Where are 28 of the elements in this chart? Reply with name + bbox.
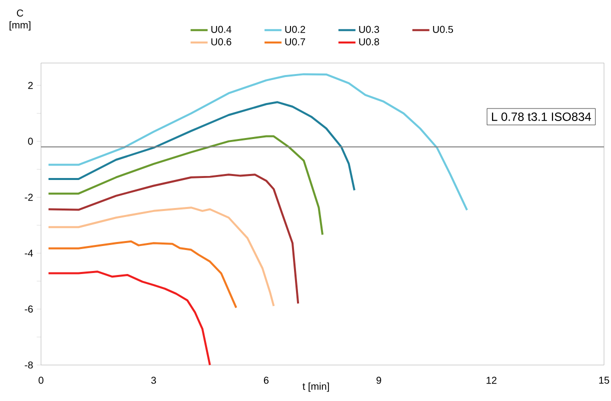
y-tick-label: -2 [24, 194, 33, 201]
line-series [48, 73, 468, 212]
line-series [48, 206, 275, 307]
x-tick-label: 12 [486, 376, 496, 384]
y-tick-label: -4 [24, 250, 33, 257]
y-tick-label: 2 [28, 82, 33, 89]
x-axis-title: t [min] [302, 382, 329, 392]
legend-label: U0.3 [359, 26, 380, 33]
x-tick-label: 15 [599, 376, 610, 384]
legend-label: U0.7 [285, 38, 306, 46]
y-tick-label: 0 [28, 138, 33, 145]
line-series [48, 270, 211, 366]
legend-label: U0.8 [359, 38, 380, 46]
line-series [48, 240, 238, 309]
legend-label: U0.6 [211, 38, 232, 46]
x-tick-label: 9 [376, 376, 382, 384]
x-tick-label: 6 [264, 376, 269, 384]
legend-label: U0.4 [211, 26, 232, 33]
legend-label: U0.5 [433, 26, 453, 33]
y-axis-title: C [mm] [10, 10, 30, 30]
y-tick-label: -8 [24, 361, 33, 369]
x-tick-label: 0 [38, 376, 44, 384]
legend-label: U0.2 [285, 26, 306, 33]
x-tick-label: 3 [151, 376, 156, 384]
annotation: L 0.78 t3.1 ISO834 [492, 112, 592, 121]
line-series [48, 101, 356, 192]
y-tick-label: -6 [24, 306, 33, 313]
line-series [48, 174, 300, 304]
